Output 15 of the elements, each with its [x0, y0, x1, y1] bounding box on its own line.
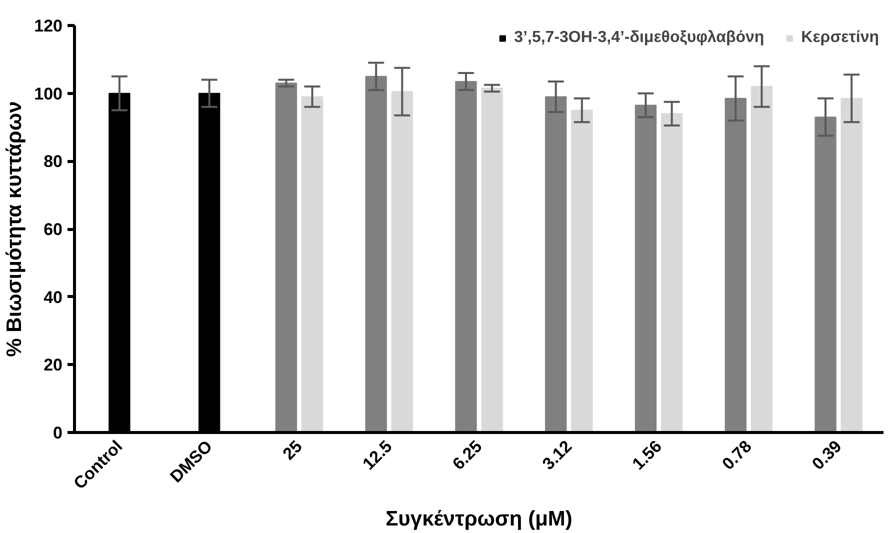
y-tick-label: 120: [34, 16, 63, 36]
y-tick-label: 20: [44, 356, 63, 375]
legend-label: 3’,5,7-3OH-3,4’-διμεθοξυφλαβόνη: [514, 29, 764, 47]
x-tick-label: 3.12: [538, 436, 576, 474]
y-tick-label: 100: [34, 84, 63, 104]
x-tick-label: 25: [279, 436, 306, 464]
y-tick-label: 40: [44, 288, 63, 307]
x-axis-title: Συγκέντρωση (μM): [386, 508, 572, 531]
y-tick-label: 80: [44, 152, 63, 172]
y-tick-label: 60: [44, 220, 63, 239]
y-axis-title: % Βιωσιμότητα κυττάρων: [3, 101, 26, 357]
x-tick-label: 0.39: [808, 436, 846, 474]
y-tick-label: 0: [53, 424, 63, 442]
legend-label: Κερσετίνη: [801, 29, 879, 47]
x-tick-label: 0.78: [718, 436, 756, 474]
